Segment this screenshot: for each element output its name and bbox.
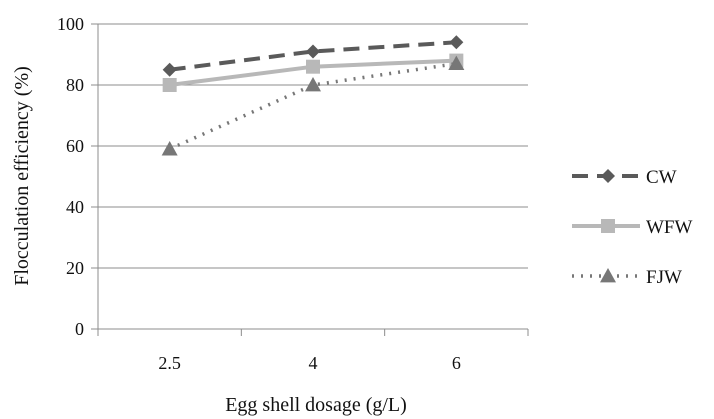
series-cw — [162, 35, 464, 77]
y-tick-label: 100 — [57, 14, 84, 34]
series-fjw — [161, 55, 465, 156]
data-point-fjw — [448, 55, 465, 71]
data-point-fjw — [305, 77, 321, 92]
y-tick-label: 80 — [66, 75, 84, 95]
x-tick-label: 6 — [452, 353, 461, 373]
x-axis-label: Egg shell dosage (g/L) — [225, 394, 407, 416]
legend: CW WFW FJW — [572, 167, 693, 288]
data-point-cw — [449, 35, 464, 50]
series-group — [161, 35, 465, 156]
legend-marker-fjw — [600, 268, 616, 283]
data-point-cw — [306, 44, 320, 59]
y-tick-label: 60 — [66, 136, 84, 156]
y-tick-label: 20 — [66, 258, 84, 278]
data-point-wfw — [306, 59, 320, 74]
y-tick-label: 40 — [66, 197, 84, 217]
legend-marker-cw — [601, 169, 615, 183]
y-axis-label: Flocculation efficiency (%) — [11, 66, 33, 286]
x-tick-label: 2.5 — [158, 353, 181, 373]
series-line-fjw — [168, 61, 457, 151]
y-tick-label: 0 — [75, 319, 84, 339]
legend-marker-wfw — [601, 219, 615, 233]
legend-label-wfw: WFW — [646, 217, 693, 238]
data-point-cw — [162, 62, 177, 77]
legend-label-cw: CW — [646, 167, 677, 188]
data-point-wfw — [162, 78, 177, 92]
legend-label-fjw: FJW — [646, 267, 682, 288]
series-line-cw — [169, 40, 457, 72]
axes: 0 20 40 60 80 100 2.5 4 6 — [57, 14, 529, 373]
x-tick-label: 4 — [309, 353, 318, 373]
data-point-fjw — [161, 141, 178, 156]
